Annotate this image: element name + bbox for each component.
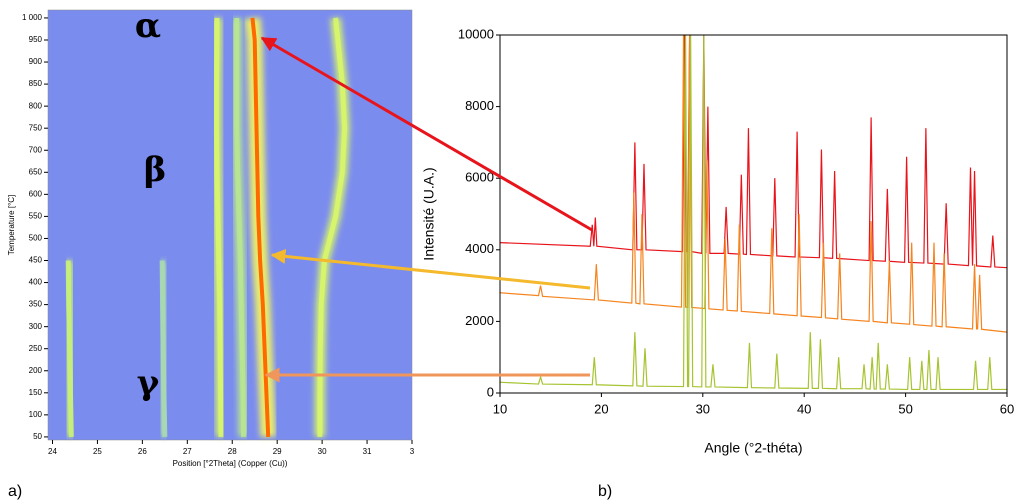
- y-tick-label: 250: [29, 344, 43, 353]
- y-tick-label: 50: [33, 432, 42, 441]
- x-axis-label: Position [°2Theta] (Copper (Cu)): [173, 459, 288, 468]
- xrd-pattern: [500, 35, 1007, 333]
- phase-annotation: β: [144, 150, 167, 190]
- y-tick-label: 700: [29, 145, 43, 154]
- y-tick-label: 950: [29, 35, 43, 44]
- heatmap-background: [48, 10, 412, 440]
- y-tick-label: 100: [29, 410, 43, 419]
- panel-label: b): [598, 483, 612, 500]
- plot-frame: [47, 9, 413, 441]
- x-tick-label: 3: [410, 447, 415, 456]
- xrd-pattern: [500, 35, 1007, 269]
- peak-trace: [159, 260, 168, 437]
- x-tick-label: 30: [318, 447, 327, 456]
- y-tick-label: 300: [29, 322, 43, 331]
- y-tick-label: 400: [29, 278, 43, 287]
- arrows: [260, 36, 593, 383]
- y-axis-label: Intensité (U.A.): [421, 167, 437, 260]
- y-tick-label: 2000: [465, 313, 494, 328]
- y-tick-label: 150: [29, 388, 43, 397]
- y-tick-label: 800: [29, 101, 43, 110]
- x-tick-label: 29: [273, 447, 282, 456]
- y-tick-label: 450: [29, 256, 43, 265]
- x-tick-label: 40: [797, 401, 811, 416]
- y-tick-label: 900: [29, 57, 43, 66]
- x-tick-label: 50: [898, 401, 912, 416]
- x-tick-label: 30: [696, 401, 710, 416]
- phase-annotation: α: [135, 6, 161, 46]
- y-axis-label: Temperature [°C]: [7, 195, 16, 256]
- y-tick-label: 850: [29, 79, 43, 88]
- y-tick-label: 600: [29, 189, 43, 198]
- y-tick-label: 1 000: [22, 13, 43, 22]
- plot-frame: [499, 34, 1008, 394]
- x-tick-label: 24: [48, 447, 57, 456]
- y-tick-label: 4000: [465, 241, 494, 256]
- x-tick-label: 26: [138, 447, 147, 456]
- y-tick-label: 0: [487, 384, 494, 399]
- peak-trace: [317, 17, 348, 437]
- y-tick-label: 550: [29, 212, 43, 221]
- y-tick-label: 10000: [458, 26, 494, 41]
- peak-trace: [214, 17, 224, 437]
- x-axis-label: Angle (°2-théta): [704, 440, 802, 456]
- x-tick-label: 27: [183, 447, 192, 456]
- x-tick-label: 25: [93, 447, 102, 456]
- phase-annotation: γ: [137, 363, 160, 403]
- y-tick-label: 8000: [465, 98, 494, 113]
- x-tick-label: 60: [1000, 401, 1014, 416]
- y-tick-label: 500: [29, 234, 43, 243]
- peak-trace: [234, 17, 246, 437]
- x-tick-label: 10: [493, 401, 507, 416]
- y-tick-label: 750: [29, 123, 43, 132]
- panel-label: a): [8, 483, 22, 500]
- x-tick-label: 20: [594, 401, 608, 416]
- y-tick-label: 200: [29, 366, 43, 375]
- arrow: [260, 36, 593, 232]
- y-tick-label: 6000: [465, 170, 494, 185]
- x-tick-label: 31: [363, 447, 372, 456]
- xrd-pattern: [500, 35, 1007, 391]
- y-tick-label: 350: [29, 300, 43, 309]
- charts: 24 25 26 27 28 29 30 31 350100150200250300350400…: [7, 6, 1014, 500]
- arrow: [270, 248, 591, 290]
- peak-trace: [65, 260, 74, 437]
- y-tick-label: 650: [29, 167, 43, 176]
- peak-trace: [250, 17, 271, 437]
- x-tick-label: 28: [228, 447, 237, 456]
